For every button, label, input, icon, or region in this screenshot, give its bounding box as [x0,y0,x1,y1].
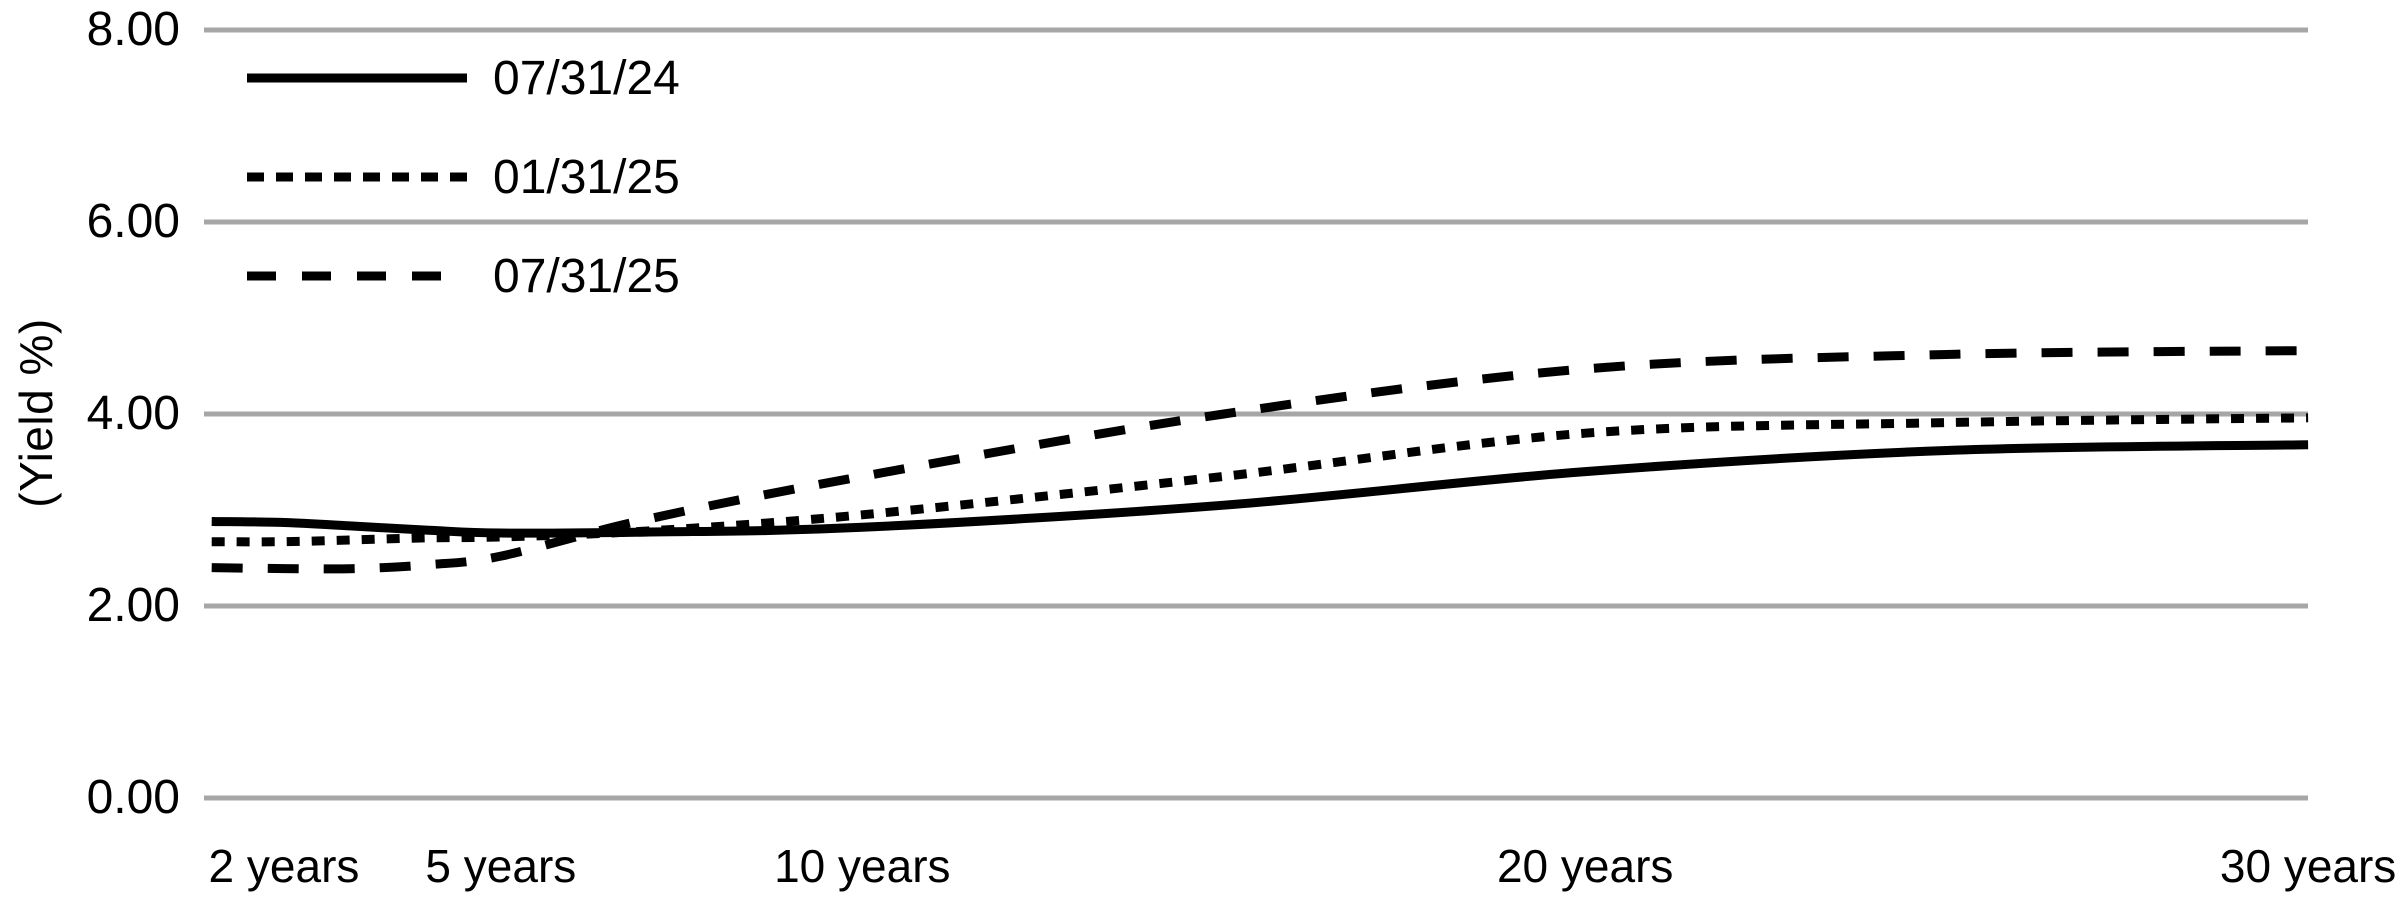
y-tick-label: 8.00 [86,3,180,56]
solid-line-swatch [247,73,467,83]
x-tick-label: 20 years [1496,840,1674,892]
legend-item: 07/31/25 [247,246,680,306]
series-line-solid [211,440,2309,538]
legend: 07/31/24 01/31/25 07/31/25 [247,48,680,345]
legend-item-label: 01/31/25 [493,150,680,204]
legend-item: 07/31/24 [247,48,680,108]
series-line-dashed [211,346,2309,574]
y-tick-label: 0.00 [86,771,180,824]
legend-item-label: 07/31/25 [493,249,680,303]
x-tick-label: 5 years [425,840,577,892]
y-tick-label: 4.00 [86,387,180,440]
y-tick-label: 2.00 [86,579,180,632]
dotted-line-swatch [247,172,467,182]
dashed-line-swatch [247,271,467,281]
x-tick-label: 10 years [774,840,951,892]
series-line-dotted [211,413,2309,547]
y-tick-label: 6.00 [86,195,180,248]
x-tick-label: 2 years [208,840,360,892]
legend-item-label: 07/31/24 [493,51,680,105]
x-tick-label: 30 years [2219,840,2397,892]
legend-item: 01/31/25 [247,147,680,207]
